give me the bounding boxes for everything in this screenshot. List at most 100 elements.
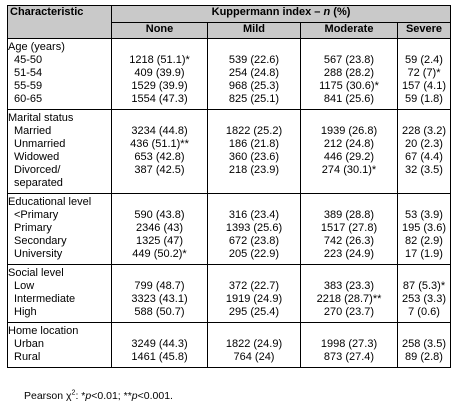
cell-value: 186 (21.8): [228, 138, 280, 150]
kuppermann-table: Characteristic Kuppermann index – n (%) …: [7, 5, 452, 368]
cell-value: 254 (24.8): [228, 67, 280, 79]
cell-value: 841 (25.6): [323, 93, 375, 105]
cell-value: 67 (4.4): [405, 151, 443, 163]
characteristic-header: Characteristic: [7, 5, 112, 39]
row-label: Widowed: [14, 151, 60, 163]
cell-value: 253 (3.3): [401, 293, 447, 305]
group-marital: Marital status Married Unmarried Widowed…: [7, 109, 452, 194]
row-label: Low: [14, 280, 35, 292]
cell-value: 53 (3.9): [405, 209, 443, 221]
cell-value: 295 (25.4): [228, 306, 280, 318]
cell-value: 3234 (44.8): [131, 125, 188, 137]
row-label: <Primary: [14, 209, 59, 221]
cell-value: 1822 (25.2): [225, 125, 283, 137]
cell-value: 436 (51.1)**: [130, 138, 189, 150]
cell-value: 270 (23.7): [323, 306, 375, 318]
row-label: University: [14, 248, 63, 260]
index-pct: (%): [330, 6, 351, 18]
cell-value: 258 (3.5): [401, 338, 447, 350]
cell-value: 799 (48.7): [134, 280, 185, 292]
cell-value: 387 (42.5): [134, 164, 185, 176]
row-label: 51-54: [14, 67, 43, 79]
cell-value: 588 (50.7): [134, 306, 185, 318]
group-education: Educational level <Primary Primary Secon…: [7, 193, 452, 265]
group-age: Age (years) 45-50 51-54 55-59 60-65 1218…: [7, 38, 452, 110]
cell-value: 742 (26.3): [323, 235, 375, 247]
row-label: Married: [14, 125, 52, 137]
cell-value: 87 (5.3)*: [402, 280, 446, 292]
footnote-p: p: [131, 390, 138, 402]
cell-value: 1919 (24.9): [225, 293, 283, 305]
cell-value: 383 (23.3): [323, 280, 375, 292]
cell-value: 873 (27.4): [323, 351, 375, 363]
cell-value: 89 (2.8): [405, 351, 443, 363]
cell-value: 567 (23.8): [323, 54, 375, 66]
row-label: High: [14, 306, 37, 318]
group-title-social: Social level: [8, 267, 64, 279]
cell-value: 223 (24.9): [323, 248, 375, 260]
cell-value: 32 (3.5): [405, 164, 443, 176]
cell-value: 360 (23.6): [228, 151, 280, 163]
col-moderate-header: Moderate: [300, 22, 398, 39]
row-label: Intermediate: [14, 293, 76, 305]
cell-value: 409 (39.9): [134, 67, 185, 79]
group-title-age: Age (years): [8, 41, 65, 53]
cell-value: 3249 (44.3): [131, 338, 188, 350]
col-mild-header: Mild: [207, 22, 301, 39]
row-label: 55-59: [14, 80, 43, 92]
cell-value: 2346 (43): [135, 222, 184, 234]
cell-value: 59 (2.4): [405, 54, 443, 66]
table-footnote: Pearson χ2: *p<0.01; **p<0.001.: [24, 389, 173, 403]
row-label: Primary: [14, 222, 52, 234]
row-label: Rural: [14, 351, 41, 363]
footnote-p: p: [85, 390, 92, 402]
group-title-home: Home location: [8, 325, 79, 337]
cell-value: 157 (4.1): [401, 80, 447, 92]
row-label: separated: [14, 177, 63, 189]
cell-value: 1822 (24.9): [225, 338, 283, 350]
cell-value: 1218 (51.1)*: [129, 54, 190, 66]
cell-value: 274 (30.1)*: [321, 164, 377, 176]
group-title-marital: Marital status: [8, 112, 74, 124]
cell-value: 1517 (27.8): [320, 222, 378, 234]
cell-value: 2218 (28.7)**: [316, 293, 382, 305]
cell-value: 7 (0.6): [408, 306, 440, 318]
cell-value: 20 (2.3): [405, 138, 443, 150]
cell-value: 17 (1.9): [405, 248, 443, 260]
row-label: Unmarried: [14, 138, 66, 150]
cell-value: 446 (29.2): [323, 151, 375, 163]
cell-value: 288 (28.2): [323, 67, 375, 79]
row-label: 45-50: [14, 54, 43, 66]
cell-value: 1461 (45.8): [131, 351, 188, 363]
cell-value: 1554 (47.3): [131, 93, 188, 105]
col-none-header: None: [111, 22, 208, 39]
cell-value: 1998 (27.3): [320, 338, 378, 350]
cell-value: 1939 (26.8): [320, 125, 378, 137]
cell-value: 968 (25.3): [228, 80, 280, 92]
cell-value: 218 (23.9): [228, 164, 280, 176]
row-label: 60-65: [14, 93, 43, 105]
cell-value: 212 (24.8): [323, 138, 375, 150]
footnote-sup: 2: [71, 389, 76, 397]
cell-value: 1175 (30.6)*: [319, 80, 379, 92]
cell-value: 3323 (43.1): [131, 293, 188, 305]
index-title: Kuppermann index –: [211, 6, 324, 18]
cell-value: 195 (3.6): [401, 222, 447, 234]
footnote-text: <0.01; **: [91, 390, 132, 402]
footnote-prefix: Pearson χ: [24, 390, 72, 402]
cell-value: 316 (23.4): [228, 209, 280, 221]
cell-value: 449 (50.2)*: [132, 248, 187, 260]
cell-value: 82 (2.9): [405, 235, 443, 247]
cell-value: 1529 (39.9): [131, 80, 188, 92]
row-label: Secondary: [14, 235, 67, 247]
cell-value: 59 (1.8): [405, 93, 443, 105]
cell-value: 539 (22.6): [228, 54, 280, 66]
group-social: Social level Low Intermediate High 799 (…: [7, 264, 452, 323]
footnote-text: : *: [75, 390, 86, 402]
cell-value: 228 (3.2): [401, 125, 447, 137]
cell-value: 590 (43.8): [134, 209, 185, 221]
cell-value: 672 (23.8): [228, 235, 280, 247]
header-row-1: Characteristic Kuppermann index – n (%): [7, 5, 452, 39]
index-n: n: [323, 6, 331, 18]
row-label: Urban: [14, 338, 44, 350]
